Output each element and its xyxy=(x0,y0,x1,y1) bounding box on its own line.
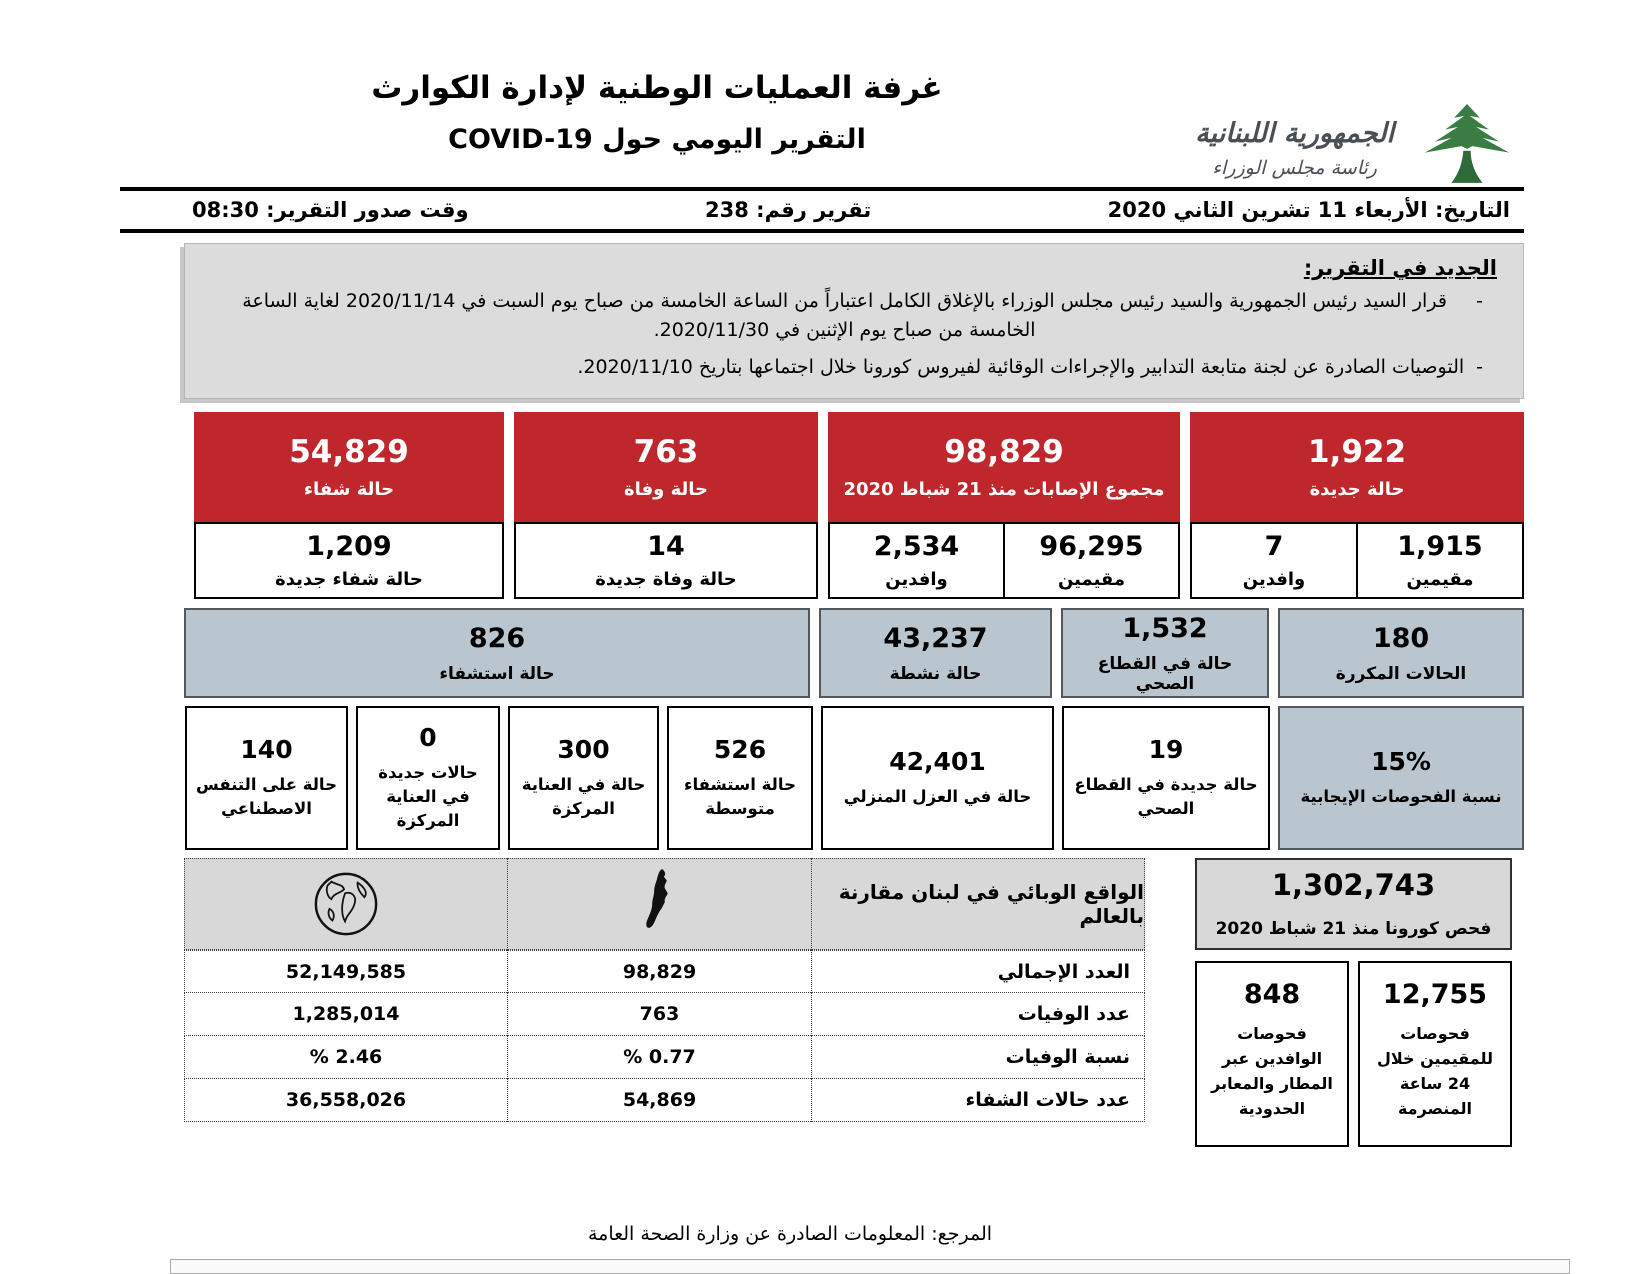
bullet-dash: - xyxy=(1476,355,1483,378)
primary-stats-row: 1,922 حالة جديدة 1,915 مقيمين 7 وافدين 9… xyxy=(184,412,1524,600)
stat-repeated-cases: 180 الحالات المكررة xyxy=(1278,608,1524,699)
stat-icu: 300 حالة في العناية المركزة xyxy=(508,706,659,851)
logo-pcm-name: رئاسة مجلس الوزراء xyxy=(1212,156,1377,179)
lebanon-vs-world-table: الواقع الوبائي في لبنان مقارنة بالعالم xyxy=(184,858,1145,1147)
new-deaths: 14 حالة وفاة جديدة xyxy=(595,531,737,591)
globe-icon xyxy=(184,858,507,951)
table-row: عدد الوفيات 763 1,285,014 xyxy=(184,993,1145,1037)
news-heading: الجديد في التقرير: xyxy=(1303,256,1497,280)
stat-icu-new: 0 حالات جديدة في العناية المركزة xyxy=(356,706,500,851)
news-box: الجديد في التقرير: - قرار السيد رئيس الج… xyxy=(184,243,1524,400)
new-cases-total: 1,922 حالة جديدة xyxy=(1190,412,1524,523)
news-bullet: - التوصيات الصادرة عن لجنة متابعة التداب… xyxy=(225,353,1497,382)
news-bullet: - قرار السيد رئيس الجمهورية والسيد رئيس … xyxy=(225,287,1497,346)
stat-home-isolation: 42,401 حالة في العزل المنزلي xyxy=(821,706,1054,851)
bullet-dash: - xyxy=(1476,290,1483,312)
new-recoveries: 1,209 حالة شفاء جديدة xyxy=(275,531,423,591)
page-title: غرفة العمليات الوطنية لإدارة الكوارث xyxy=(371,70,943,106)
report-issue-time: وقت صدور التقرير: 08:30 xyxy=(192,198,469,222)
total-cases-residents: 96,295 مقيمين xyxy=(1039,531,1144,591)
stat-moderate-hospitalization: 526 حالة استشفاء متوسطة xyxy=(667,706,813,851)
recoveries-total: 54,829 حالة شفاء xyxy=(194,412,504,523)
card-deaths: 763 حالة وفاة 14 حالة وفاة جديدة xyxy=(514,412,818,600)
page-subtitle: التقرير اليومي حول COVID-19 xyxy=(448,124,866,155)
reference-note: المرجع: المعلومات الصادرة عن وزارة الصحة… xyxy=(587,1223,993,1245)
card-recoveries: 54,829 حالة شفاء 1,209 حالة شفاء جديدة xyxy=(194,412,504,600)
covid-daily-report-page: { "colors": { "accent_red": "#c0272d", "… xyxy=(0,70,1644,1274)
stat-hospitalized: 826 حالة استشفاء xyxy=(184,608,810,699)
report-number: تقرير رقم: 238 xyxy=(705,198,872,222)
logo-republic-name: الجمهورية اللبنانية xyxy=(1195,117,1394,149)
report-titles: غرفة العمليات الوطنية لإدارة الكوارث الت… xyxy=(120,70,1194,155)
bottom-section: 1,302,743 فحص كورونا منذ 21 شباط 2020 12… xyxy=(184,858,1524,1148)
stat-health-sector-cases: 1,532 حالة في القطاع الصحي xyxy=(1061,608,1269,699)
table-row: نسبة الوفيات 0.77 % 2.46 % xyxy=(184,1036,1145,1080)
detail-stats-row: 15% نسبة الفحوصات الإيجابية 19 حالة جديد… xyxy=(184,706,1524,851)
new-cases-arrivals: 7 وافدين xyxy=(1192,524,1358,598)
lebanon-map-icon xyxy=(507,858,811,951)
table-row: العدد الإجمالي 98,829 52,149,585 xyxy=(184,950,1145,994)
total-cases-arrivals: 2,534 وافدين xyxy=(830,524,1005,598)
cedar-icon xyxy=(1412,96,1522,200)
report-date: التاريخ: الأربعاء 11 تشرين الثاني 2020 xyxy=(1107,198,1510,222)
stat-resident-tests: 12,755 فحوصات للمقيمين خلال 24 ساعة المن… xyxy=(1358,961,1512,1148)
card-new-cases: 1,922 حالة جديدة 1,915 مقيمين 7 وافدين xyxy=(1190,412,1524,600)
stat-total-tests: 1,302,743 فحص كورونا منذ 21 شباط 2020 xyxy=(1195,858,1512,951)
secondary-stats-row: 180 الحالات المكررة 1,532 حالة في القطاع… xyxy=(184,608,1524,699)
tests-column: 1,302,743 فحص كورونا منذ 21 شباط 2020 12… xyxy=(1195,858,1512,1148)
table-header-row: الواقع الوبائي في لبنان مقارنة بالعالم xyxy=(184,858,1145,951)
stat-ventilator: 140 حالة على التنفس الاصطناعي xyxy=(185,706,348,851)
logo-text: الجمهورية اللبنانية رئاسة مجلس الوزراء xyxy=(1195,118,1394,179)
deaths-total: 763 حالة وفاة xyxy=(514,412,818,523)
stat-health-sector-new: 19 حالة جديدة في القطاع الصحي xyxy=(1062,706,1270,851)
report-meta-bar: التاريخ: الأربعاء 11 تشرين الثاني 2020 ت… xyxy=(120,187,1524,233)
new-cases-residents: 1,915 مقيمين xyxy=(1397,531,1483,591)
table-row: عدد حالات الشفاء 54,869 36,558,026 xyxy=(184,1079,1145,1123)
total-cases: 98,829 مجموع الإصابات منذ 21 شباط 2020 xyxy=(828,412,1180,523)
stat-active-cases: 43,237 حالة نشطة xyxy=(819,608,1052,699)
stat-arrival-tests: 848 فحوصات الوافدين عبر المطار والمعابر … xyxy=(1195,961,1349,1148)
page-bottom-strip xyxy=(170,1259,1570,1274)
government-logo: الجمهورية اللبنانية رئاسة مجلس الوزراء xyxy=(1195,96,1522,200)
card-total-cases: 98,829 مجموع الإصابات منذ 21 شباط 2020 9… xyxy=(828,412,1180,600)
stat-positivity-rate: 15% نسبة الفحوصات الإيجابية xyxy=(1278,706,1524,851)
table-title: الواقع الوبائي في لبنان مقارنة بالعالم xyxy=(811,858,1145,951)
